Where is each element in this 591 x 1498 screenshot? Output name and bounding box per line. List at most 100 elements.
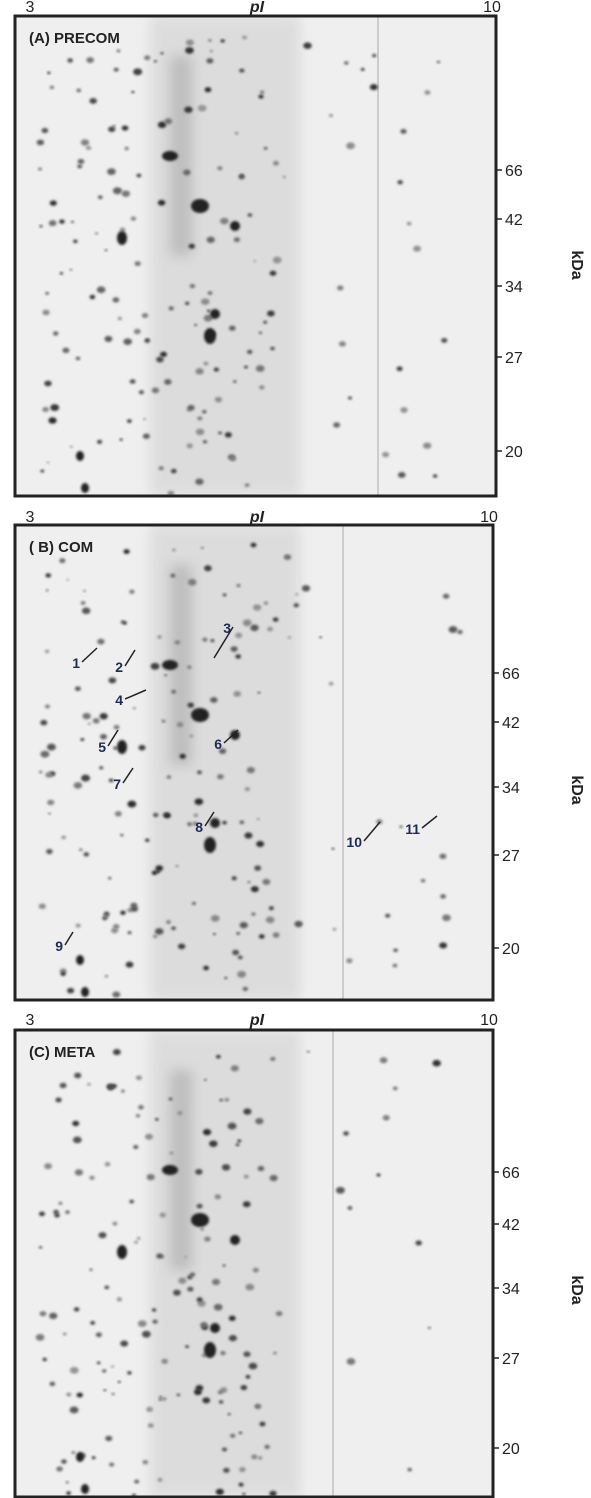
gel-spot xyxy=(150,662,160,670)
gel-spot xyxy=(104,1162,111,1167)
gel-spot xyxy=(204,1236,211,1242)
gel-spot xyxy=(203,1078,207,1081)
y-tick-label: 27 xyxy=(502,848,520,865)
gel-spot xyxy=(134,261,141,267)
gel-spot xyxy=(202,440,208,444)
gel-spot xyxy=(295,593,299,596)
gel-spot xyxy=(242,619,252,627)
gel-spot xyxy=(344,61,349,65)
gel-spot xyxy=(171,926,176,931)
gel-spot xyxy=(125,961,134,968)
gel-spot xyxy=(202,1397,211,1404)
gel-spot xyxy=(38,167,43,171)
gel-spot xyxy=(142,433,150,439)
gel-spot xyxy=(129,589,135,594)
gel-spot xyxy=(113,67,119,72)
gel-spot xyxy=(238,1431,243,1434)
gel-spot xyxy=(329,114,333,118)
gel-spot xyxy=(393,948,398,953)
gel-spot xyxy=(133,68,143,76)
gel-spot xyxy=(415,1240,422,1246)
gel-spot xyxy=(135,1114,141,1118)
gel-spot xyxy=(185,47,194,54)
gel-spot xyxy=(38,1245,43,1249)
gel-spot xyxy=(81,774,91,782)
gel-spot xyxy=(194,798,204,806)
spot-number: 11 xyxy=(405,821,420,837)
gel-spot xyxy=(269,1490,277,1497)
gel-spot xyxy=(423,442,432,449)
gel-spot xyxy=(169,1151,174,1155)
gel-spot xyxy=(220,217,229,225)
gel-spot xyxy=(104,1285,110,1290)
gel-spot xyxy=(73,1307,80,1312)
gel-spot xyxy=(82,712,91,720)
gel-spot xyxy=(232,949,240,956)
gel-spot xyxy=(156,1253,164,1259)
spot-number: 7 xyxy=(113,776,121,792)
gel-spot xyxy=(89,294,96,300)
gel-spot xyxy=(104,335,113,342)
gel-spot xyxy=(269,270,277,276)
gel-spot xyxy=(129,379,136,384)
gel-spot xyxy=(143,418,146,421)
gel-spot xyxy=(413,245,422,252)
gel-spot xyxy=(441,338,448,343)
gel-spot xyxy=(108,677,117,684)
gel-spot xyxy=(203,361,209,366)
gel-spot xyxy=(59,272,64,275)
gel-spot xyxy=(173,1289,181,1296)
gel-spot xyxy=(162,1397,167,1401)
gel-spot xyxy=(154,928,164,935)
gel-border xyxy=(13,1028,495,1498)
spot-number: 10 xyxy=(346,834,362,850)
gel-spot xyxy=(218,1400,224,1404)
gel-spot xyxy=(124,146,129,151)
gel-spot xyxy=(247,880,251,884)
gel-spot xyxy=(385,913,391,918)
y-tick-label: 66 xyxy=(505,163,523,180)
gel-spot xyxy=(132,707,136,710)
gel-spot xyxy=(195,1169,203,1175)
gel-spot xyxy=(44,380,52,387)
gel-spot xyxy=(116,49,121,53)
gel-spot xyxy=(193,813,199,818)
gel-spot xyxy=(185,1345,189,1349)
gel-spot xyxy=(112,991,121,998)
gel-spot xyxy=(62,1332,67,1336)
gel-spot xyxy=(155,869,161,874)
y-tick-label: 27 xyxy=(505,350,523,367)
x-axis-max: 10 xyxy=(480,509,498,526)
gel-spot xyxy=(189,734,194,738)
gel-spot xyxy=(400,407,408,413)
gel-spot xyxy=(40,469,45,473)
gel-major-spot xyxy=(81,1484,89,1494)
gel-spot xyxy=(164,379,172,385)
gel-spot xyxy=(76,1392,83,1398)
gel-spot xyxy=(159,1395,162,1398)
gel-spot xyxy=(179,753,186,759)
gel-spot xyxy=(141,313,149,318)
gel-spot xyxy=(102,1369,107,1373)
gel-spot xyxy=(66,1491,71,1495)
gel-spot xyxy=(109,1462,115,1467)
gel-spot xyxy=(235,632,243,639)
gel-spot xyxy=(161,1358,168,1364)
gel-spot xyxy=(86,57,94,64)
gel-spot xyxy=(432,1059,441,1067)
gel-spot xyxy=(227,1413,231,1416)
gel-spot xyxy=(145,1133,153,1140)
gel-spot xyxy=(392,1086,398,1091)
gel-spot xyxy=(185,301,190,305)
gel-border xyxy=(13,14,498,498)
gel-spot xyxy=(214,1194,221,1200)
gel-spot xyxy=(221,1164,231,1171)
gel-spot xyxy=(46,461,50,464)
gel-spot xyxy=(49,200,57,206)
gel-spot xyxy=(242,1492,246,1496)
y-tick-label: 42 xyxy=(502,715,520,732)
gel-spot xyxy=(41,127,49,134)
gel xyxy=(15,1030,493,1497)
gel-spot xyxy=(184,106,193,113)
gel-spot xyxy=(157,199,166,206)
